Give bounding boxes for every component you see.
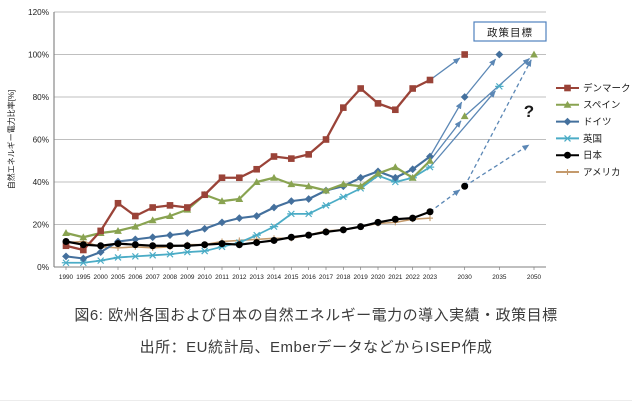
legend-label-japan: 日本 bbox=[583, 150, 603, 162]
renewable-share-chart: 0%20%40%60%80%100%120%1990 1995 2000 2005 20… bbox=[6, 8, 631, 281]
x-tick-label: 2018 bbox=[336, 274, 351, 281]
target-arrow-japan bbox=[464, 59, 532, 187]
y-tick-label: 40% bbox=[33, 178, 49, 187]
legend-item-japan: 日本 bbox=[556, 150, 603, 162]
x-tick-label: 2017 bbox=[319, 274, 334, 281]
x-tick-label: 1995 bbox=[76, 274, 91, 281]
target-arrow-uk bbox=[429, 90, 496, 168]
y-tick-label: 120% bbox=[28, 8, 49, 17]
x-tick-label: 2022 bbox=[406, 274, 421, 281]
caption-title: 図6: 欧州各国および日本の自然エネルギー電力の導入実績・政策目標 bbox=[74, 307, 558, 324]
x-tick-label: 2014 bbox=[267, 274, 282, 281]
x-tick-label: 2023 bbox=[423, 274, 438, 281]
y-tick-label: 100% bbox=[28, 51, 49, 60]
series-spain bbox=[62, 50, 538, 241]
series-line-spain bbox=[65, 159, 431, 239]
x-tick-label: 2008 bbox=[163, 274, 178, 281]
legend-item-germany: ドイツ bbox=[556, 117, 612, 128]
x-tick-label: 2019 bbox=[354, 274, 369, 281]
legend-item-uk: 英国 bbox=[556, 133, 602, 145]
policy-target-arrows bbox=[429, 57, 532, 213]
series-line-germany bbox=[65, 155, 431, 260]
target-arrow-japan bbox=[464, 144, 530, 187]
y-axis-title: 自然エネルギー電力比率[%] bbox=[6, 90, 16, 190]
legend-label-uk: 英国 bbox=[583, 133, 602, 145]
legend-label-usa: アメリカ bbox=[583, 167, 621, 178]
x-tick-label: 2013 bbox=[250, 274, 265, 281]
x-tick-label: 2000 bbox=[94, 274, 109, 281]
figure-caption: 図6: 欧州各国および日本の自然エネルギー電力の導入実績・政策目標 出所：EU統… bbox=[0, 304, 632, 357]
x-tick-label: 2016 bbox=[302, 274, 317, 281]
x-tick-label: 2020 bbox=[371, 274, 386, 281]
y-tick-label: 0% bbox=[37, 263, 49, 272]
y-tick-label: 60% bbox=[33, 136, 49, 145]
y-tick-label: 80% bbox=[33, 93, 49, 102]
series-denmark bbox=[62, 51, 468, 254]
target-arrow-spain bbox=[429, 120, 462, 162]
x-axis: 1990 1995 2000 2005 2006 2007 2008 2009 2010 2011… bbox=[59, 267, 542, 281]
caption-source: 出所：EU統計局、EmberデータなどからISEP作成 bbox=[139, 339, 493, 356]
target-arrow-japan bbox=[429, 189, 461, 213]
legend-label-germany: ドイツ bbox=[583, 117, 612, 128]
x-tick-label: 2011 bbox=[215, 274, 229, 281]
y-tick-label: 20% bbox=[33, 221, 49, 230]
target-arrow-germany bbox=[464, 58, 497, 98]
x-tick-label: 2012 bbox=[232, 274, 247, 281]
legend-item-spain: スペイン bbox=[556, 100, 620, 111]
series-line-japan bbox=[65, 210, 431, 247]
series-line-denmark bbox=[65, 78, 431, 252]
x-tick-label: 2050 bbox=[527, 274, 542, 281]
x-tick-label: 1990 bbox=[59, 274, 74, 281]
target-arrow-germany bbox=[429, 101, 463, 157]
question-mark-annotation: ? bbox=[524, 102, 534, 121]
x-tick-label: 2009 bbox=[180, 274, 195, 281]
series-japan bbox=[62, 182, 469, 250]
legend-label-spain: スペイン bbox=[583, 100, 620, 111]
target-arrow-denmark bbox=[429, 57, 461, 81]
policy-target-box: 政策目標 bbox=[473, 21, 547, 42]
series-line-uk bbox=[66, 166, 431, 264]
x-tick-label: 2007 bbox=[146, 274, 161, 281]
policy-target-label: 政策目標 bbox=[487, 26, 533, 39]
legend-item-denmark: デンマーク bbox=[556, 82, 631, 94]
x-tick-label: 2035 bbox=[492, 274, 507, 281]
x-tick-label: 2006 bbox=[128, 274, 143, 281]
x-tick-label: 2021 bbox=[388, 274, 403, 281]
x-tick-label: 2005 bbox=[111, 274, 126, 281]
x-tick-label: 2015 bbox=[284, 274, 299, 281]
x-tick-label: 2010 bbox=[198, 274, 213, 281]
legend-label-denmark: デンマーク bbox=[583, 82, 631, 94]
target-arrow-spain bbox=[464, 58, 530, 117]
x-tick-label: 2030 bbox=[458, 274, 473, 281]
legend-item-usa: アメリカ bbox=[556, 167, 621, 178]
